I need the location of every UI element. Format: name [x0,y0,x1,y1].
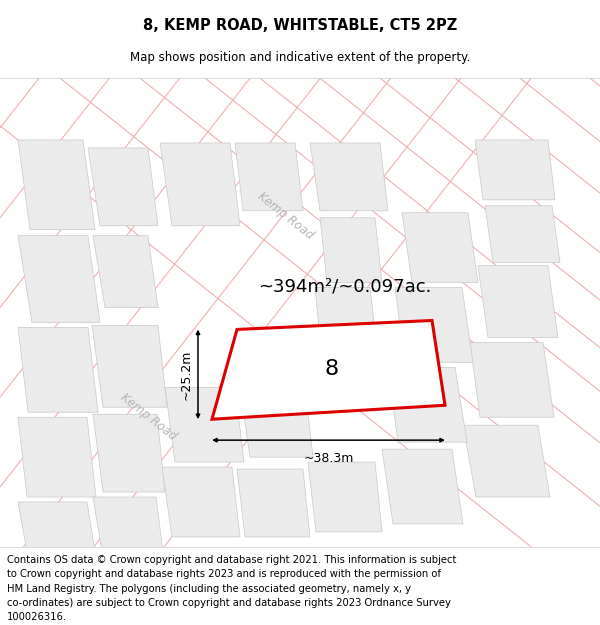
Polygon shape [18,328,98,412]
Polygon shape [478,266,558,338]
Text: Kemp Road: Kemp Road [254,189,316,242]
Polygon shape [162,467,240,537]
Polygon shape [382,449,463,524]
Polygon shape [92,326,167,408]
Polygon shape [18,140,95,230]
Text: 100026316.: 100026316. [7,612,67,622]
Polygon shape [315,288,378,357]
Polygon shape [402,213,478,282]
Text: 8, KEMP ROAD, WHITSTABLE, CT5 2PZ: 8, KEMP ROAD, WHITSTABLE, CT5 2PZ [143,18,457,32]
Polygon shape [160,143,240,226]
Polygon shape [88,148,158,226]
Polygon shape [485,206,560,262]
Polygon shape [395,288,473,362]
Text: Kemp Road: Kemp Road [118,391,178,443]
Polygon shape [18,418,96,497]
Polygon shape [475,140,555,200]
Polygon shape [240,388,313,457]
Polygon shape [165,388,244,462]
Polygon shape [18,236,100,322]
Text: HM Land Registry. The polygons (including the associated geometry, namely x, y: HM Land Registry. The polygons (includin… [7,584,411,594]
Polygon shape [237,469,310,537]
Text: ~38.3m: ~38.3m [304,452,353,465]
Text: ~25.2m: ~25.2m [180,349,193,399]
Text: to Crown copyright and database rights 2023 and is reproduced with the permissio: to Crown copyright and database rights 2… [7,569,441,579]
Polygon shape [93,414,165,492]
Polygon shape [320,217,382,282]
Polygon shape [470,342,554,418]
Polygon shape [388,368,467,442]
Polygon shape [463,425,550,497]
Polygon shape [308,462,382,532]
Polygon shape [93,497,163,552]
Polygon shape [310,143,388,211]
Text: Map shows position and indicative extent of the property.: Map shows position and indicative extent… [130,51,470,64]
Text: 8: 8 [325,359,338,379]
Text: co-ordinates) are subject to Crown copyright and database rights 2023 Ordnance S: co-ordinates) are subject to Crown copyr… [7,598,451,608]
Polygon shape [18,502,95,552]
Polygon shape [212,321,445,419]
Polygon shape [93,236,158,308]
Polygon shape [235,143,303,211]
Text: ~394m²/~0.097ac.: ~394m²/~0.097ac. [259,278,431,296]
Text: Contains OS data © Crown copyright and database right 2021. This information is : Contains OS data © Crown copyright and d… [7,555,457,565]
